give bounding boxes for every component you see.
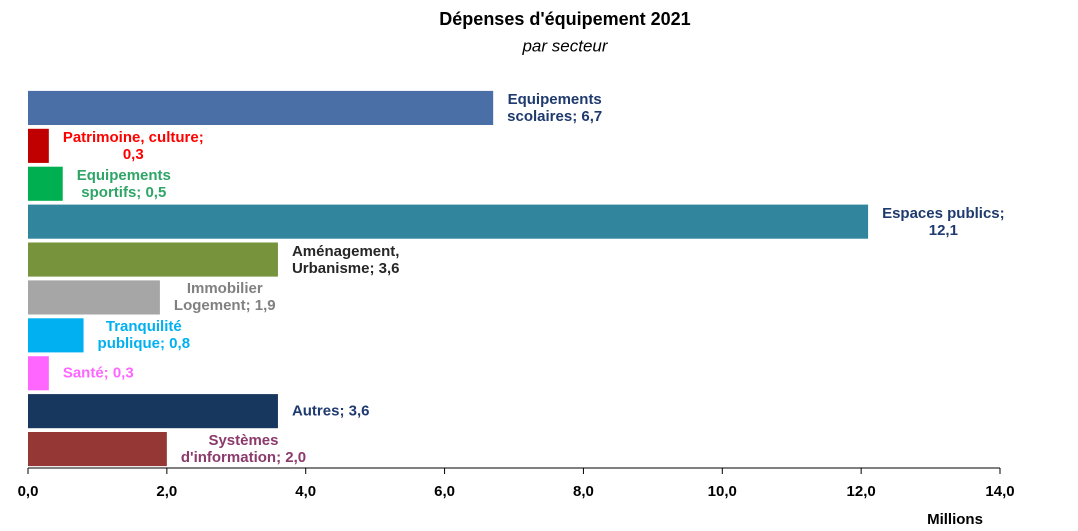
- x-tick-label: 2,0: [156, 483, 177, 500]
- bar: [28, 280, 160, 315]
- data-label: Systèmes d'information; 2,0: [180, 432, 307, 467]
- data-label: Equipements scolaires; 6,7: [507, 90, 603, 125]
- chart-title: Dépenses d'équipement 2021: [439, 9, 690, 29]
- data-label: Espaces publics; 12,1: [882, 204, 1005, 239]
- data-label: Patrimoine, culture; 0,3: [62, 128, 204, 163]
- x-tick-label: 12,0: [847, 483, 876, 500]
- bar: [28, 204, 869, 239]
- data-label: Tranquilité publique; 0,8: [97, 318, 191, 353]
- bar: [28, 166, 63, 201]
- data-label: Aménagement, Urbanisme; 3,6: [291, 242, 400, 277]
- bar: [28, 242, 278, 277]
- bar: [28, 356, 49, 391]
- data-label: Autres; 3,6: [291, 402, 370, 420]
- x-tick-label: 0,0: [18, 483, 39, 500]
- bar: [28, 90, 494, 126]
- bar: [28, 431, 167, 467]
- axis-title: Millions: [927, 511, 983, 528]
- x-tick-label: 10,0: [708, 483, 737, 500]
- bar: [28, 318, 84, 353]
- bar: [28, 394, 278, 429]
- x-tick-label: 14,0: [985, 483, 1014, 500]
- data-label: Equipements sportifs; 0,5: [76, 166, 171, 201]
- data-label: Santé; 0,3: [62, 364, 134, 382]
- chart-subtitle: par secteur: [521, 36, 608, 55]
- x-tick-label: 6,0: [434, 483, 455, 500]
- data-label: Immobilier Logement; 1,9: [173, 280, 276, 315]
- x-tick-label: 8,0: [573, 483, 594, 500]
- x-tick-label: 4,0: [295, 483, 316, 500]
- bar: [28, 128, 49, 163]
